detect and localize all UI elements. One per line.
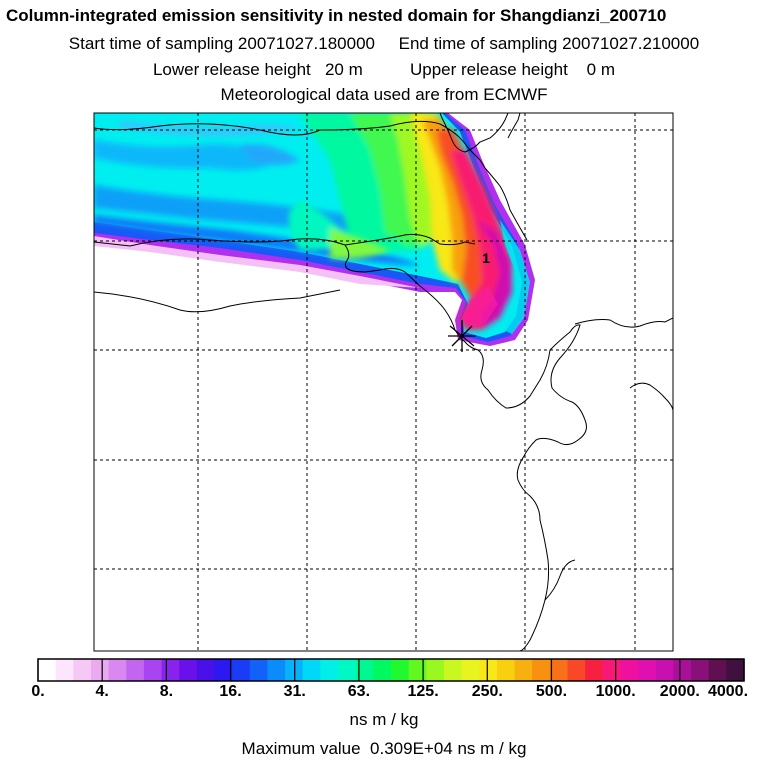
colorbar-swatch xyxy=(73,659,92,681)
meteo-source-line: Meteorological data used are from ECMWF xyxy=(220,85,548,104)
colorbar-swatch xyxy=(726,659,745,681)
colorbar-tick-label: 500. xyxy=(535,683,568,700)
coastlines xyxy=(94,113,673,651)
colorbar-swatch xyxy=(108,659,127,681)
colorbar-swatch xyxy=(585,659,604,681)
colorbar-tick-label: 31. xyxy=(283,683,306,700)
colorbar-swatch xyxy=(90,659,110,681)
receptor-star-marker xyxy=(448,320,476,352)
colorbar-swatch xyxy=(567,659,586,681)
colorbar-swatch xyxy=(320,659,339,681)
maximum-value-note: Maximum value 0.309E+04 ns m / kg xyxy=(241,739,527,758)
colorbar-tick-label: 16. xyxy=(219,683,242,700)
release-height-line: Lower release height 20 m Upper release … xyxy=(152,60,616,79)
colorbar-swatch xyxy=(496,659,516,681)
colorbar-frame xyxy=(37,658,745,682)
colorbar-swatch xyxy=(638,659,657,681)
colorbar-swatch xyxy=(461,659,480,681)
colorbar-swatch xyxy=(355,659,374,681)
trajectory-marker-label: 1 xyxy=(482,250,490,266)
colorbar-tick-label: 4000. xyxy=(707,683,749,700)
colorbar-swatch xyxy=(179,659,198,681)
colorbar-units: ns m / kg xyxy=(349,710,419,729)
colorbar-swatch xyxy=(549,659,569,681)
colorbar-swatch xyxy=(708,659,727,681)
colorbar-swatch xyxy=(479,659,498,681)
colorbar-swatch xyxy=(143,659,163,681)
colorbar-swatch xyxy=(408,659,427,681)
colorbar-swatch xyxy=(38,659,57,681)
colorbar-tick-label: 4. xyxy=(95,683,109,700)
colorbar xyxy=(37,658,745,682)
colorbar-swatch xyxy=(249,659,269,681)
colorbar-swatch xyxy=(514,659,533,681)
colorbar-swatch xyxy=(391,659,410,681)
colorbar-swatch xyxy=(196,659,216,681)
colorbar-tick-label: 2000. xyxy=(659,683,700,700)
colorbar-swatch xyxy=(232,659,251,681)
colorbar-swatch xyxy=(602,659,622,681)
colorbar-tick-label: 63. xyxy=(347,683,371,700)
colorbar-tick-label: 0. xyxy=(31,683,45,700)
colorbar-swatch xyxy=(126,659,145,681)
plume-field xyxy=(94,113,535,346)
colorbar-tick-label: 125. xyxy=(407,683,439,700)
colorbar-tick-label: 250. xyxy=(471,683,503,700)
colorbar-tick-label: 1000. xyxy=(595,683,636,700)
colorbar-swatch xyxy=(302,659,321,681)
colorbar-swatch xyxy=(161,659,180,681)
colorbar-swatch xyxy=(532,659,551,681)
colorbar-swatch xyxy=(443,659,463,681)
colorbar-swatch xyxy=(214,659,233,681)
map-grid xyxy=(94,113,673,651)
colorbar-swatch xyxy=(620,659,639,681)
colorbar-tick-label: 8. xyxy=(159,683,174,700)
colorbar-swatch xyxy=(691,659,710,681)
colorbar-swatch xyxy=(655,659,674,681)
colorbar-swatch xyxy=(338,659,357,681)
colorbar-swatch xyxy=(55,659,74,681)
map-frame xyxy=(93,112,674,652)
sampling-time-line: Start time of sampling 20071027.180000 E… xyxy=(68,34,700,53)
colorbar-swatch xyxy=(373,659,392,681)
colorbar-swatch xyxy=(267,659,286,681)
page-title: Column-integrated emission sensitivity i… xyxy=(6,6,667,25)
colorbar-swatch xyxy=(426,659,445,681)
colorbar-swatch xyxy=(673,659,692,681)
